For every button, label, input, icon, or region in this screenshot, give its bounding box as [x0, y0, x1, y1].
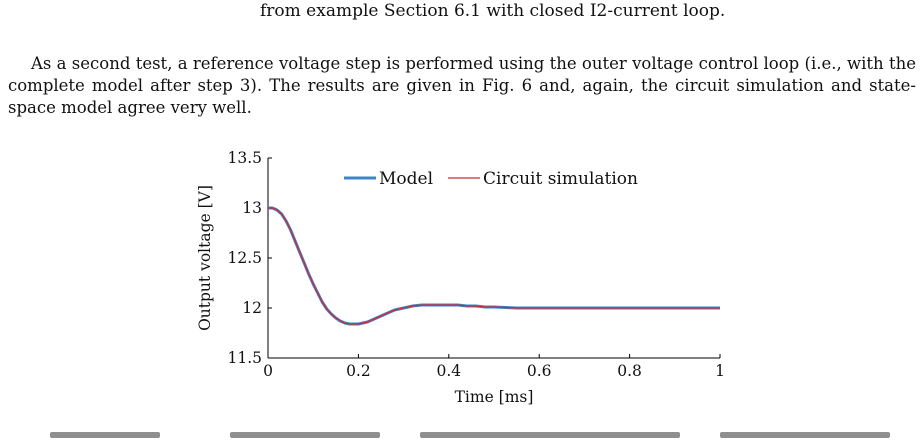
chart-ticks: 0 0.2 0.4 0.6 0.8 1 11.5 12 12.5 13 13.5 — [227, 149, 724, 380]
y-tick-label: 13.5 — [227, 149, 262, 167]
next-line-remnant — [0, 428, 920, 440]
y-tick-label: 12.5 — [227, 249, 262, 267]
chart-legend: Model Circuit simulation — [344, 169, 638, 189]
x-tick-label: 0.6 — [527, 362, 552, 380]
paragraph-text: As a second test, a reference voltage st… — [8, 54, 916, 117]
body-paragraph: As a second test, a reference voltage st… — [8, 53, 916, 119]
x-axis-label: Time [ms] — [455, 388, 534, 406]
x-tick-label: 0 — [263, 362, 273, 380]
legend-label-circuit-simulation: Circuit simulation — [483, 169, 638, 189]
y-tick-label: 11.5 — [227, 349, 262, 367]
y-tick-label: 13 — [242, 199, 262, 217]
y-axis-label: Output voltage [V] — [196, 185, 214, 331]
x-tick-label: 0.8 — [617, 362, 642, 380]
legend-label-model: Model — [379, 169, 433, 189]
x-tick-label: 1 — [715, 362, 725, 380]
chart-series — [268, 206, 720, 326]
x-tick-label: 0.2 — [346, 362, 371, 380]
figure-caption-fragment: from example Section 6.1 with closed I2-… — [46, 0, 906, 22]
caption-text: from example Section 6.1 with closed I2-… — [260, 1, 726, 21]
x-tick-label: 0.4 — [436, 362, 461, 380]
y-tick-label: 12 — [242, 299, 262, 317]
series-line-circuit-simulation — [268, 207, 720, 325]
